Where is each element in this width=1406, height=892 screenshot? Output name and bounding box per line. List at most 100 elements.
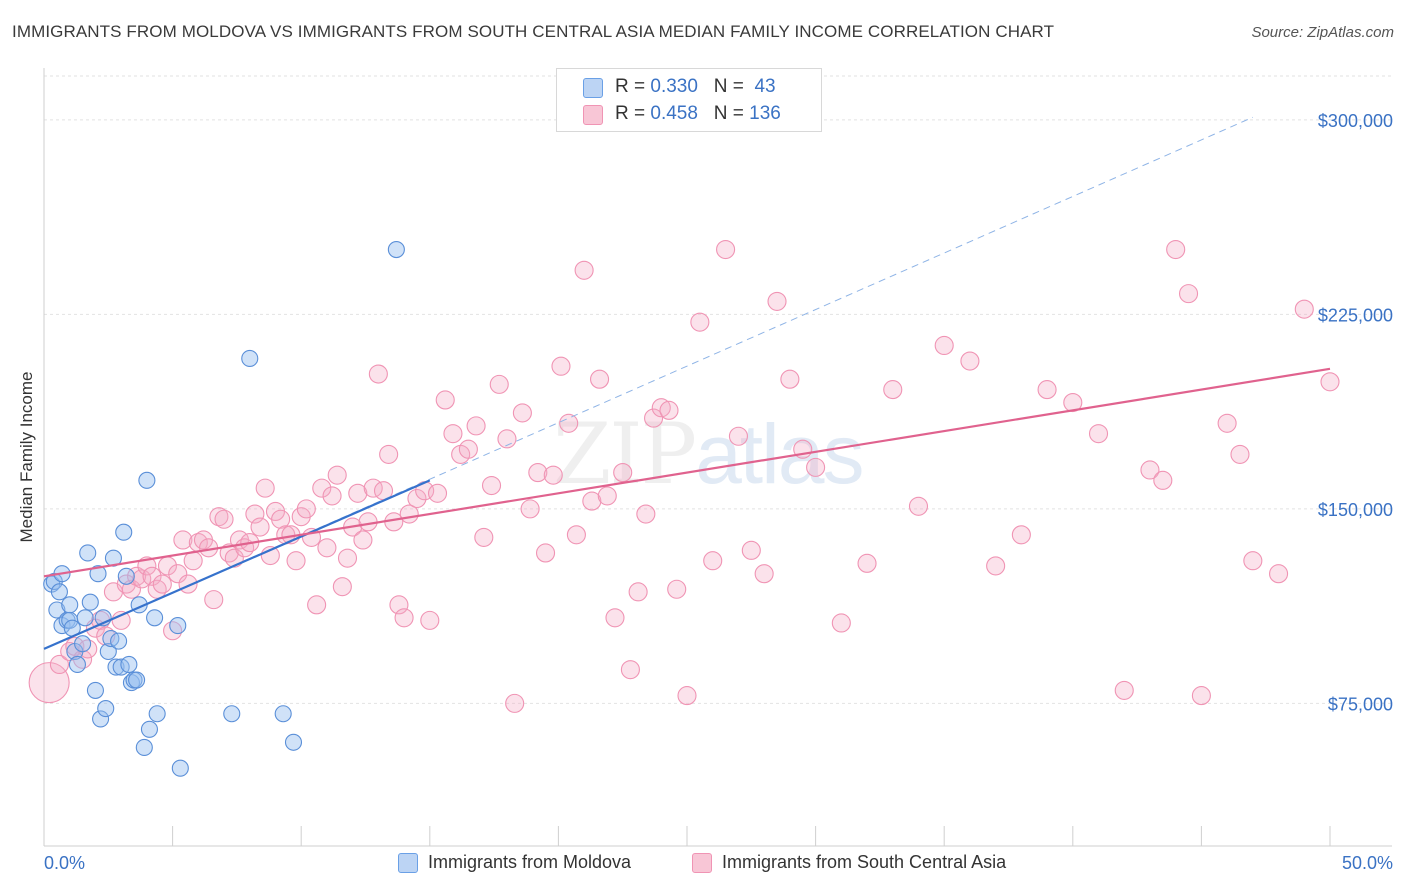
data-point [97, 700, 115, 718]
legend-n-value: 43 [754, 76, 776, 97]
data-point [317, 538, 337, 558]
data-point [92, 710, 110, 728]
data-point [690, 312, 710, 332]
data-point [387, 240, 405, 259]
data-point [250, 517, 270, 537]
data-point [117, 567, 135, 585]
data-point [1140, 460, 1160, 480]
data-point [204, 590, 224, 610]
trend-lines [43, 116, 1331, 650]
data-point [651, 398, 671, 418]
trend-line-south-central-asia [43, 367, 1331, 578]
data-point [332, 577, 352, 597]
legend-n-label: N = [713, 76, 744, 97]
data-point [1294, 299, 1314, 319]
data-point [520, 499, 540, 519]
series-moldova-points [43, 240, 405, 777]
data-point [99, 642, 117, 661]
data-point [754, 564, 774, 584]
data-point [163, 621, 183, 641]
data-point [111, 610, 131, 630]
data-point [551, 356, 571, 376]
data-point [1243, 551, 1263, 571]
y-tick-label: $75,000 [1328, 694, 1393, 714]
data-point [147, 579, 167, 599]
data-point [644, 408, 664, 428]
data-point [89, 565, 107, 583]
data-point [274, 705, 292, 723]
data-point [394, 608, 414, 628]
data-point [443, 424, 463, 444]
data-point [1114, 680, 1134, 700]
data-point [831, 613, 851, 633]
legend-r-value: 0.458 [650, 103, 698, 124]
data-point [543, 465, 563, 485]
y-tick-label: $150,000 [1318, 500, 1393, 520]
legend: R = 0.330 N = 43 R = 0.458 N = 136 [556, 68, 822, 132]
data-point [1178, 284, 1199, 304]
data-point [659, 400, 679, 420]
data-point [223, 705, 241, 723]
data-point [128, 671, 146, 689]
data-point [420, 610, 440, 630]
data-point [1217, 413, 1237, 433]
data-point [458, 439, 478, 459]
legend-n-label: N = [713, 103, 744, 124]
data-point [322, 486, 342, 506]
legend-r-label: R = [615, 103, 646, 124]
data-point [171, 759, 189, 777]
data-point [535, 543, 556, 563]
data-point [512, 403, 532, 423]
bottom-legend-swatch-moldova [398, 853, 418, 873]
data-point [407, 488, 427, 509]
grid-lines [44, 75, 1392, 704]
data-point [613, 463, 633, 483]
data-point [582, 491, 602, 511]
data-point [677, 686, 697, 706]
data-point [140, 720, 159, 738]
data-point [636, 504, 656, 524]
data-point [241, 349, 259, 368]
data-point [138, 471, 156, 489]
data-point [716, 239, 736, 260]
data-point [183, 551, 203, 571]
bottom-legend-label-moldova: Immigrants from Moldova [428, 852, 632, 872]
data-point [703, 551, 723, 571]
chart-title: IMMIGRANTS FROM MOLDOVA VS IMMIGRANTS FR… [12, 22, 1055, 41]
data-point [120, 655, 138, 674]
data-point [590, 369, 610, 389]
data-point [255, 478, 275, 498]
data-point [337, 548, 358, 568]
data-point [79, 544, 97, 562]
data-point [1088, 424, 1109, 444]
legend-r-label: R = [615, 76, 646, 97]
data-point [466, 416, 486, 436]
data-point [620, 660, 640, 680]
data-point [1153, 470, 1173, 490]
data-point [146, 609, 164, 627]
data-point [780, 369, 800, 389]
data-point [597, 486, 617, 506]
data-point [296, 499, 316, 519]
data-point [209, 507, 229, 527]
data-point [86, 681, 104, 699]
data-point [883, 380, 903, 400]
data-point [605, 608, 625, 628]
data-point [960, 351, 980, 371]
data-point [307, 595, 327, 615]
data-point [474, 527, 494, 547]
data-point [427, 483, 448, 503]
data-point [1269, 564, 1289, 584]
data-point [353, 530, 373, 550]
data-point [559, 413, 579, 433]
data-point [127, 566, 147, 586]
bottom-legend-swatch-south-central-asia [692, 853, 712, 873]
data-point [312, 478, 332, 498]
data-point [48, 601, 66, 619]
data-point [741, 540, 761, 560]
chart-source: Source: ZipAtlas.com [1251, 24, 1394, 41]
data-point [173, 530, 193, 550]
data-point [168, 564, 188, 584]
data-point [107, 658, 125, 676]
data-point [481, 475, 502, 496]
